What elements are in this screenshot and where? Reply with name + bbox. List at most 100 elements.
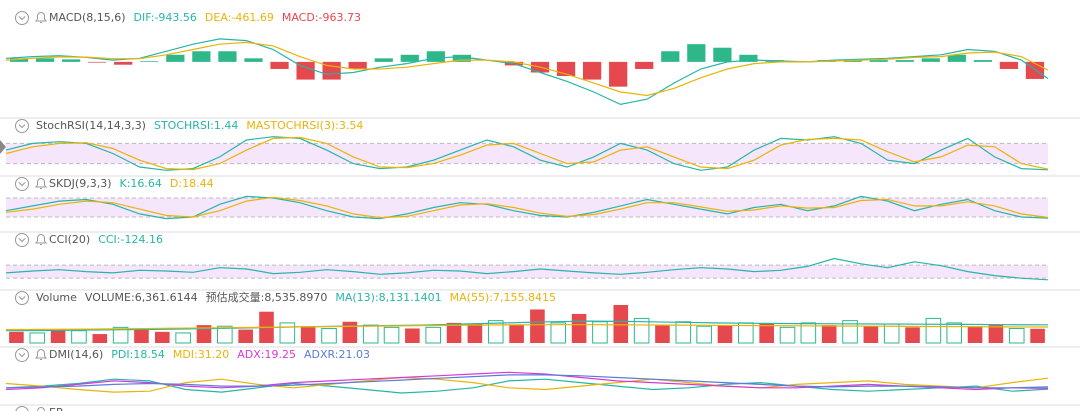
bar bbox=[863, 326, 879, 343]
chevron bbox=[18, 238, 26, 243]
bar bbox=[166, 54, 185, 62]
bar bbox=[238, 329, 253, 343]
bar bbox=[425, 326, 442, 344]
bar bbox=[155, 331, 170, 343]
chevron bbox=[18, 124, 26, 129]
bar bbox=[29, 332, 46, 344]
chevron bbox=[18, 182, 26, 187]
bar bbox=[300, 327, 316, 343]
legend-value: MA(55):7,155.8415 bbox=[450, 291, 556, 304]
bar bbox=[843, 60, 862, 62]
bar bbox=[374, 58, 393, 62]
chevron bbox=[18, 296, 26, 301]
legend-value: CCI:-124.16 bbox=[98, 233, 163, 246]
bar bbox=[609, 61, 628, 87]
bar bbox=[967, 326, 983, 343]
bar bbox=[988, 325, 1004, 343]
bar bbox=[613, 305, 629, 343]
bar bbox=[405, 328, 420, 343]
bar bbox=[905, 327, 920, 343]
panel-title: CCI(20) bbox=[49, 233, 90, 246]
bar bbox=[583, 61, 602, 80]
legend-value: STOCHRSI:1.44 bbox=[154, 119, 238, 132]
bar bbox=[446, 322, 462, 343]
collapse-toggle[interactable] bbox=[15, 11, 29, 25]
collapse-handle[interactable] bbox=[0, 140, 6, 154]
bar bbox=[895, 60, 914, 62]
bar bbox=[947, 54, 966, 62]
bar bbox=[635, 61, 654, 69]
bar bbox=[717, 325, 733, 343]
series-line bbox=[5, 41, 1049, 97]
series-line bbox=[5, 324, 1049, 331]
bar bbox=[946, 322, 963, 344]
bar bbox=[842, 320, 858, 344]
bar bbox=[400, 54, 419, 62]
chevron bbox=[18, 353, 26, 358]
bar bbox=[426, 51, 445, 62]
bar bbox=[1008, 327, 1025, 344]
band bbox=[6, 265, 1048, 279]
legend-value: DIF:-943.56 bbox=[134, 11, 197, 24]
chevron bbox=[18, 16, 26, 21]
collapse-toggle[interactable] bbox=[15, 406, 29, 411]
panel-title: DMI(14,6) bbox=[49, 348, 103, 361]
bar bbox=[530, 309, 545, 343]
collapse-toggle[interactable] bbox=[15, 119, 29, 133]
bar bbox=[1030, 328, 1045, 343]
bar bbox=[342, 321, 358, 343]
bar bbox=[362, 324, 379, 344]
collapse-toggle[interactable] bbox=[15, 233, 29, 247]
bar bbox=[925, 317, 942, 344]
bar bbox=[655, 325, 670, 343]
bar bbox=[114, 61, 133, 65]
bar bbox=[550, 322, 567, 344]
bar bbox=[134, 328, 149, 343]
bar bbox=[50, 329, 66, 343]
bell-icon[interactable] bbox=[36, 407, 46, 411]
bell-icon[interactable] bbox=[35, 12, 47, 23]
legend-value: DEA:-461.69 bbox=[205, 11, 274, 24]
legend-value: VOLUME:6,361.6144 bbox=[85, 291, 198, 304]
bar bbox=[270, 61, 289, 69]
bar bbox=[633, 317, 650, 344]
bar bbox=[713, 47, 732, 62]
legend-value: MASTOCHRSI(3):3.54 bbox=[246, 119, 363, 132]
bell-icon[interactable] bbox=[35, 234, 47, 245]
series-line bbox=[5, 38, 1049, 106]
bar bbox=[62, 59, 81, 62]
legend-value: ADXR:21.03 bbox=[304, 348, 370, 361]
series-line bbox=[5, 196, 1049, 219]
bar bbox=[509, 325, 524, 343]
series-line bbox=[5, 257, 1049, 281]
collapse-toggle[interactable] bbox=[15, 348, 29, 362]
panel-title: Volume bbox=[36, 291, 77, 304]
bell-icon[interactable] bbox=[35, 178, 47, 189]
bar bbox=[661, 51, 680, 62]
panel-title: StochRSI(14,14,3,3) bbox=[36, 119, 146, 132]
series-line bbox=[5, 136, 1049, 171]
bar bbox=[571, 313, 587, 343]
bar bbox=[467, 324, 483, 343]
series-line bbox=[5, 374, 1049, 389]
bar bbox=[921, 58, 940, 62]
legend-value: PDI:18.54 bbox=[111, 348, 165, 361]
panel-title: MACD(8,15,6) bbox=[49, 11, 126, 24]
legend-value: MA(13):8,131.1401 bbox=[335, 291, 441, 304]
bell-icon[interactable] bbox=[35, 349, 47, 360]
bar bbox=[196, 325, 212, 343]
bar bbox=[675, 321, 692, 344]
bar bbox=[279, 322, 296, 344]
bar bbox=[779, 326, 796, 344]
bar bbox=[869, 60, 888, 62]
legend-value: D:18.44 bbox=[170, 177, 214, 190]
bar bbox=[687, 44, 706, 62]
collapse-toggle[interactable] bbox=[15, 177, 29, 191]
bar bbox=[175, 332, 191, 344]
collapse-toggle[interactable] bbox=[15, 291, 29, 305]
bar bbox=[71, 330, 87, 344]
bar bbox=[244, 58, 263, 62]
bar bbox=[739, 54, 758, 62]
bar bbox=[487, 320, 504, 344]
